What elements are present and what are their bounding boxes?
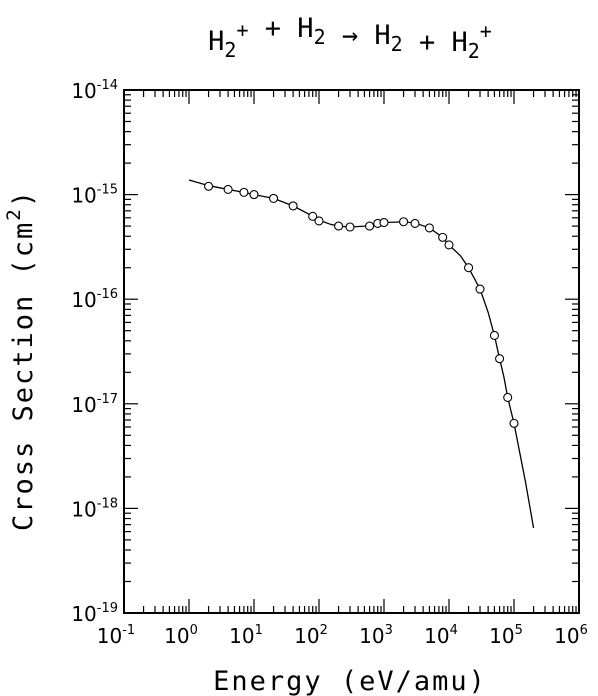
data-point (399, 217, 409, 227)
data-point (475, 284, 485, 294)
data-point (509, 418, 519, 428)
data-point (424, 223, 434, 233)
data-point (249, 190, 259, 200)
y-tick-label: 10-16 (71, 287, 118, 312)
x-axis-label: Energy (eV/amu) (213, 666, 487, 696)
data-series (188, 179, 535, 529)
x-tick-label: 101 (229, 623, 263, 648)
data-point (334, 221, 344, 231)
x-axis: 10-1 100 101 102 103 104 105 106 (97, 90, 588, 648)
plot-frame (123, 89, 580, 614)
data-point (269, 193, 279, 203)
data-point (365, 221, 375, 231)
fit-curve (188, 179, 535, 529)
y-axis: 10-19 10-18 10-17 10-16 10-15 10-14 (71, 78, 579, 626)
data-point (464, 263, 474, 273)
x-tick-label: 104 (424, 623, 458, 648)
x-tick-label: 102 (294, 623, 328, 648)
y-tick-label: 10-17 (71, 392, 118, 417)
y-tick-label: 10-19 (71, 601, 118, 626)
data-point (345, 222, 355, 232)
data-point (444, 240, 454, 250)
data-point (308, 211, 318, 221)
x-tick-label: 10-1 (97, 623, 135, 648)
y-axis-label: Cross Section (cm2) (3, 189, 39, 531)
data-point (288, 201, 298, 211)
data-point (204, 181, 214, 191)
plot-area (123, 89, 580, 614)
chart-title: H2+ + H2 → H2 + H2+ (208, 13, 492, 63)
y-tick-label: 10-18 (71, 496, 118, 521)
data-point (410, 218, 420, 228)
data-point (503, 392, 513, 403)
data-point (495, 354, 505, 364)
y-tick-label: 10-15 (71, 183, 118, 208)
data-point (223, 184, 233, 194)
data-point (489, 330, 499, 341)
data-point (379, 218, 389, 228)
x-tick-label: 100 (164, 623, 198, 648)
y-tick-label: 10-14 (71, 78, 118, 103)
x-tick-label: 105 (489, 623, 523, 648)
x-tick-label: 103 (359, 623, 393, 648)
data-point (438, 232, 448, 242)
x-tick-label: 106 (554, 623, 588, 648)
data-point (239, 187, 249, 197)
data-point (314, 216, 324, 226)
